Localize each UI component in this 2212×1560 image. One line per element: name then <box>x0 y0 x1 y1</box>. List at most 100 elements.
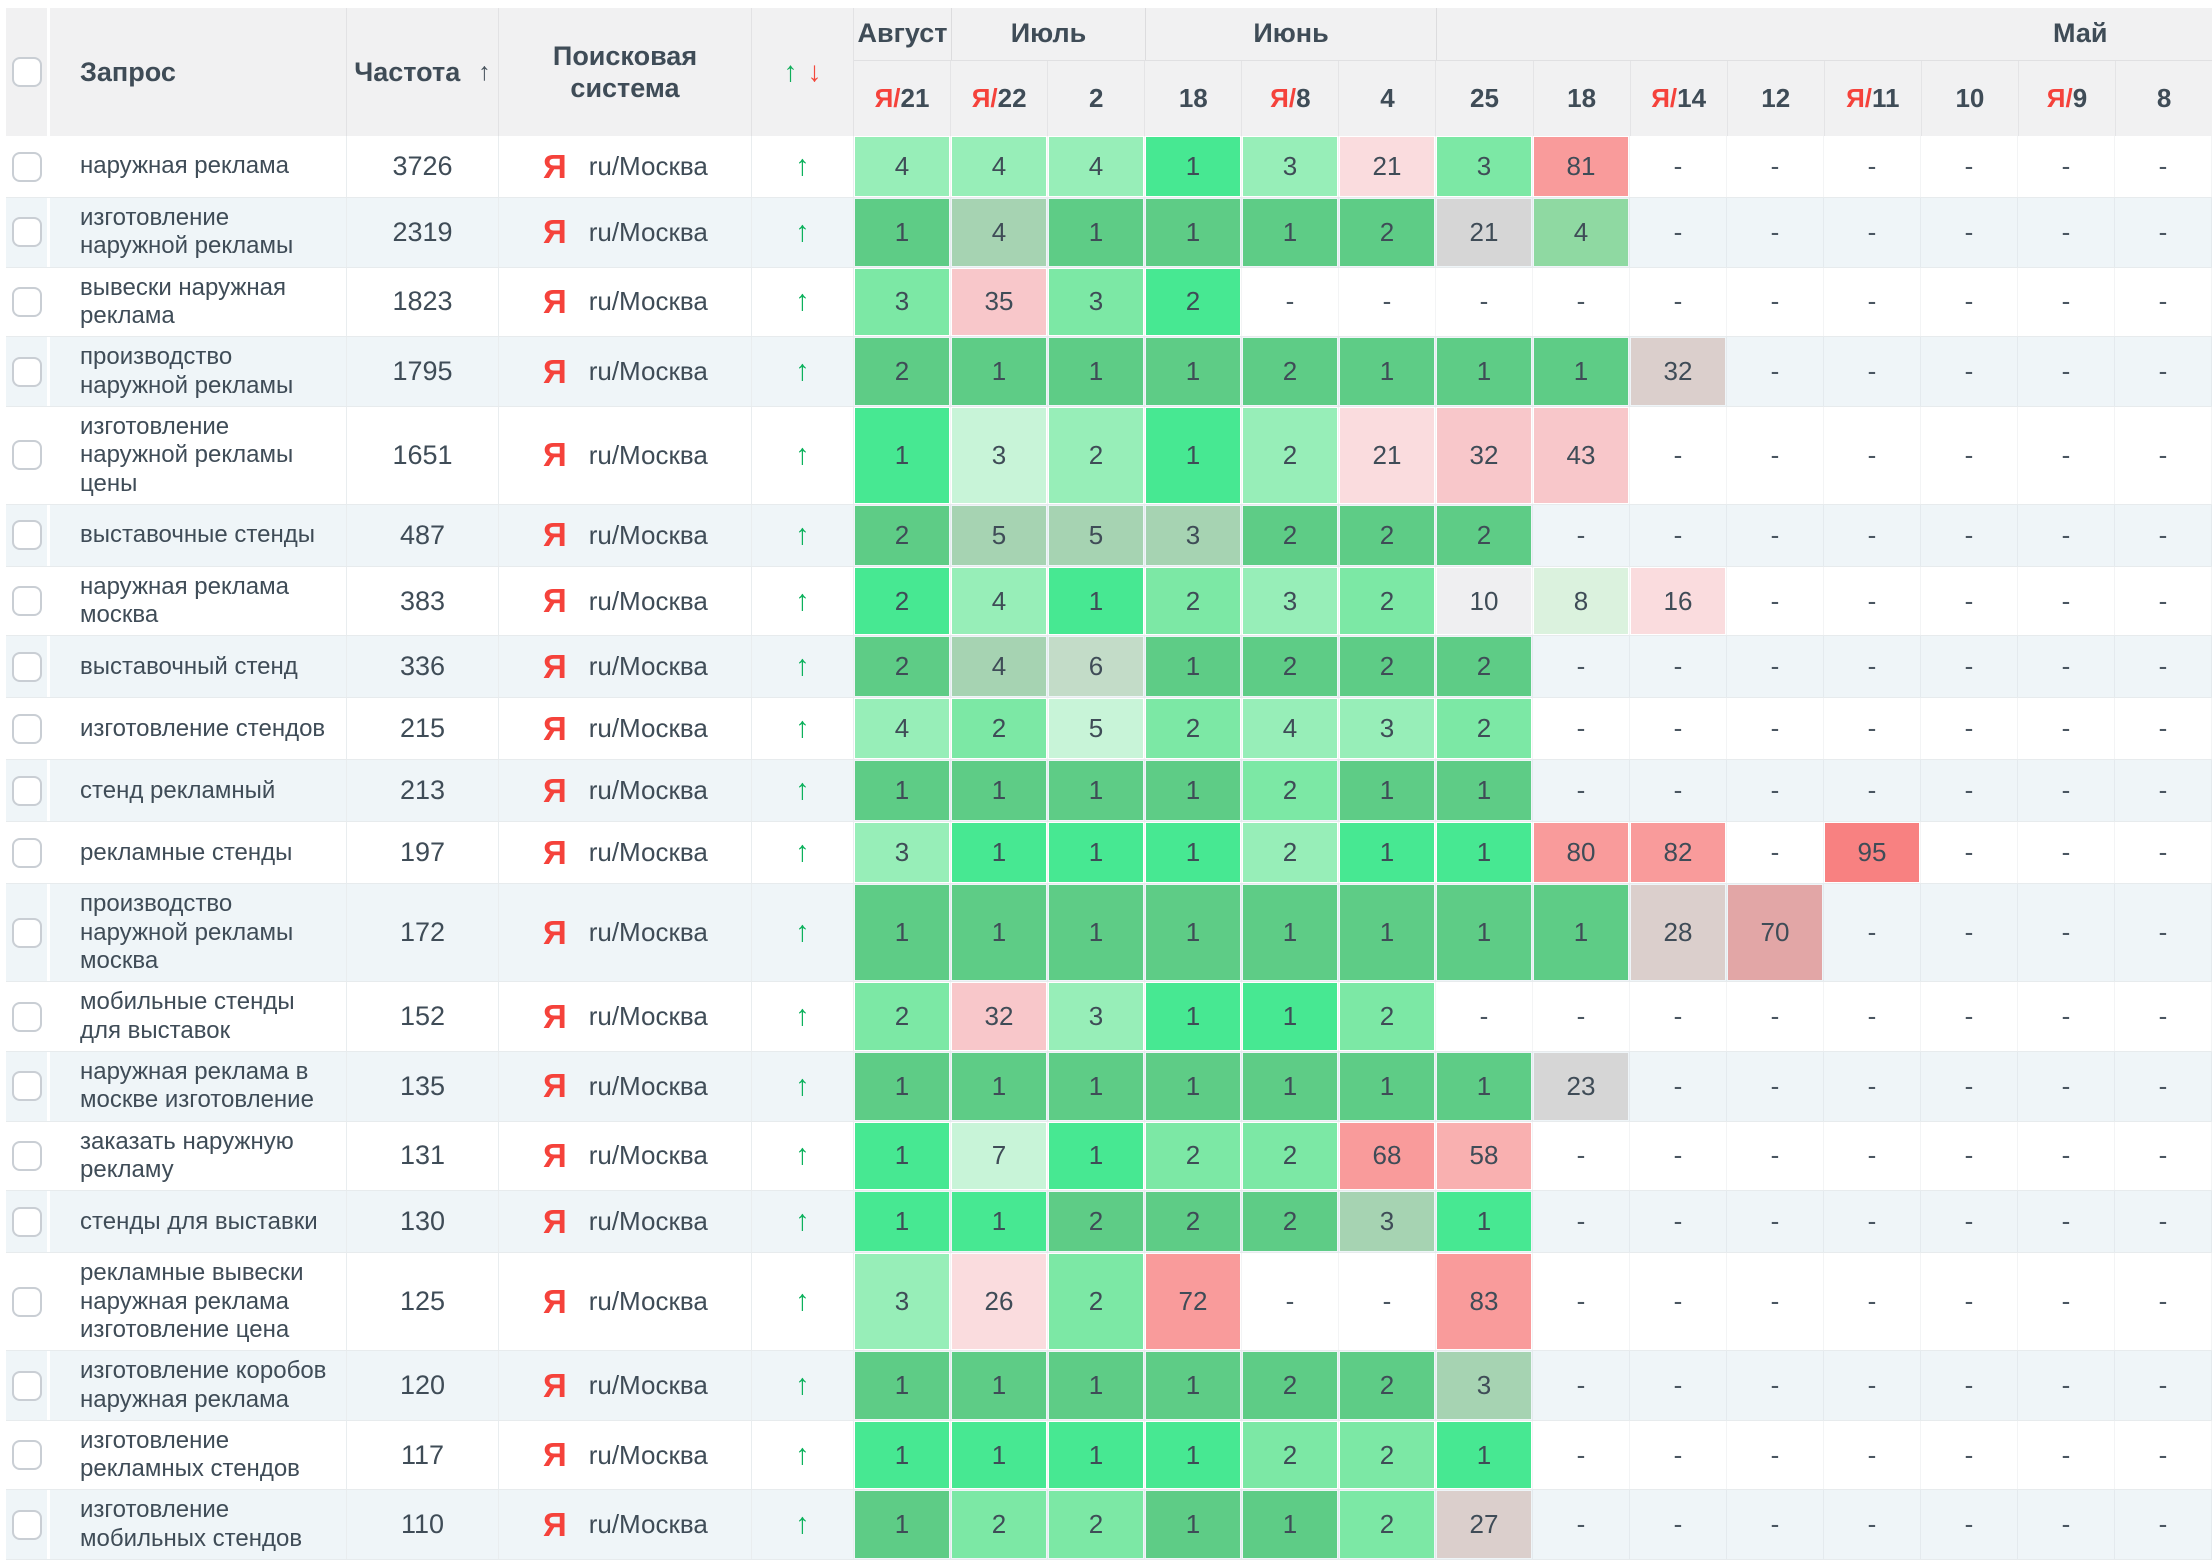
no-position-dash: - <box>2061 1509 2071 1540</box>
position-value-box: 1 <box>855 1053 949 1120</box>
column-header-query[interactable]: Запрос <box>50 8 347 136</box>
row-checkbox[interactable] <box>11 217 42 248</box>
select-all-checkbox[interactable] <box>11 57 42 87</box>
position-value-box: 26 <box>952 1254 1046 1350</box>
position-cell: 4 <box>951 636 1048 698</box>
position-value-box: 1 <box>1340 823 1434 883</box>
row-checkbox[interactable] <box>11 1370 42 1401</box>
no-position-dash: - <box>1770 775 1780 806</box>
position-cell: 1 <box>854 884 951 982</box>
position-cell: 2 <box>1339 636 1436 698</box>
row-checkbox[interactable] <box>11 1001 42 1032</box>
position-cell: - <box>1824 136 1921 197</box>
position-value-box: 2 <box>855 637 949 697</box>
position-up-icon: ↑ <box>795 1285 810 1318</box>
position-value-box: 4 <box>952 199 1046 266</box>
row-checkbox[interactable] <box>11 1440 42 1471</box>
row-checkbox[interactable] <box>11 520 42 551</box>
position-cell: 1 <box>1048 1052 1145 1121</box>
row-checkbox[interactable] <box>11 837 42 868</box>
position-cell: 1 <box>1145 406 1242 504</box>
position-value-box: 3 <box>952 407 1046 503</box>
row-checkbox[interactable] <box>11 1286 42 1317</box>
row-checkbox[interactable] <box>11 651 42 682</box>
position-cells: 2 4 1 2 3 2 10 8 16- - - - - <box>854 566 2212 636</box>
no-position-dash: - <box>1964 1370 1974 1400</box>
dynamics-cell: ↑ <box>752 267 854 337</box>
position-cell: - <box>2018 760 2115 822</box>
position-value-box: 4 <box>1049 137 1143 196</box>
row-checkbox[interactable] <box>11 440 42 471</box>
position-cell: - <box>1824 267 1921 337</box>
date-column-header[interactable]: Я/9 <box>2017 60 2116 136</box>
engine-region-label: ru/Москва <box>588 585 708 616</box>
row-checkbox[interactable] <box>11 1206 42 1237</box>
dynamics-cell: ↑ <box>752 406 854 504</box>
position-cell: - <box>1727 136 1824 197</box>
position-cell: - <box>1824 636 1921 698</box>
date-column-header[interactable]: Я/21 <box>854 60 951 136</box>
position-value-box: 43 <box>1534 407 1628 503</box>
position-cell: 1 <box>1339 760 1436 822</box>
date-column-header[interactable]: 10 <box>1920 60 2018 136</box>
row-checkbox[interactable] <box>11 1509 42 1540</box>
position-cell: - <box>1533 504 1630 566</box>
column-header-search-engine[interactable]: Поисковая система <box>499 8 752 136</box>
yandex-icon: Я <box>543 997 567 1035</box>
position-cell: 3 <box>1339 698 1436 760</box>
position-value-box: 1 <box>952 761 1046 821</box>
date-column-header[interactable]: Я/22 <box>950 60 1048 136</box>
position-cell: 5 <box>1048 504 1145 566</box>
date-column-header[interactable]: 18 <box>1532 60 1630 136</box>
position-cell: 83 <box>1436 1253 1533 1351</box>
date-column-header[interactable]: Я/8 <box>1241 60 1339 136</box>
position-value-box: 4 <box>855 699 949 759</box>
position-cell: 2 <box>1242 760 1339 822</box>
position-up-icon: ↑ <box>795 1069 810 1102</box>
row-checkbox[interactable] <box>11 1140 42 1171</box>
no-position-dash: - <box>1576 1206 1586 1237</box>
row-checkbox-cell <box>6 982 50 1051</box>
position-value-box: 1 <box>1340 885 1434 981</box>
position-cell: 1 <box>1145 198 1242 267</box>
date-column-header[interactable]: 2 <box>1047 60 1145 136</box>
date-column-header[interactable]: Я/11 <box>1823 60 1921 136</box>
query-text: наружная реклама <box>80 152 289 180</box>
position-cell: - <box>1824 1191 1921 1253</box>
no-position-dash: - <box>2158 1439 2168 1470</box>
column-header-frequency[interactable]: Частота ↑ <box>347 8 499 136</box>
table-row: наружная реклама в москве изготовление 13… <box>6 1052 2212 1122</box>
date-day-label: 9 <box>2072 82 2088 113</box>
query-text: изготовление мобильных стендов <box>80 1496 303 1552</box>
no-position-dash: - <box>1964 519 1974 550</box>
position-cell: 2 <box>1145 1121 1242 1191</box>
date-column-header[interactable]: 25 <box>1435 60 1533 136</box>
row-checkbox[interactable] <box>11 1071 42 1102</box>
query-text: изготовление наружной рекламы цены <box>80 412 294 497</box>
yandex-icon: Я <box>543 1366 567 1404</box>
no-position-dash: - <box>2158 1509 2168 1540</box>
row-checkbox[interactable] <box>11 917 42 948</box>
row-checkbox[interactable] <box>11 775 42 806</box>
date-column-header[interactable]: 4 <box>1338 60 1436 136</box>
query-cell: производство наружной рекламы москва <box>50 884 347 982</box>
no-position-dash: - <box>1576 651 1586 682</box>
date-column-header[interactable]: 8 <box>2115 60 2212 136</box>
row-checkbox[interactable] <box>11 151 42 182</box>
date-column-header[interactable]: Я/14 <box>1629 60 1727 136</box>
position-value-box: 1 <box>1049 1352 1143 1419</box>
position-value-box: 4 <box>855 137 949 196</box>
column-header-dynamics[interactable]: ↑ ↓ <box>752 8 854 136</box>
row-checkbox[interactable] <box>11 586 42 617</box>
row-checkbox[interactable] <box>11 286 42 317</box>
row-checkbox[interactable] <box>11 356 42 387</box>
query-text: производство наружной рекламы москва <box>80 890 294 975</box>
position-value-box: 2 <box>855 567 949 635</box>
date-column-header[interactable]: 12 <box>1726 60 1824 136</box>
date-column-header[interactable]: 18 <box>1144 60 1242 136</box>
row-checkbox[interactable] <box>11 713 42 744</box>
